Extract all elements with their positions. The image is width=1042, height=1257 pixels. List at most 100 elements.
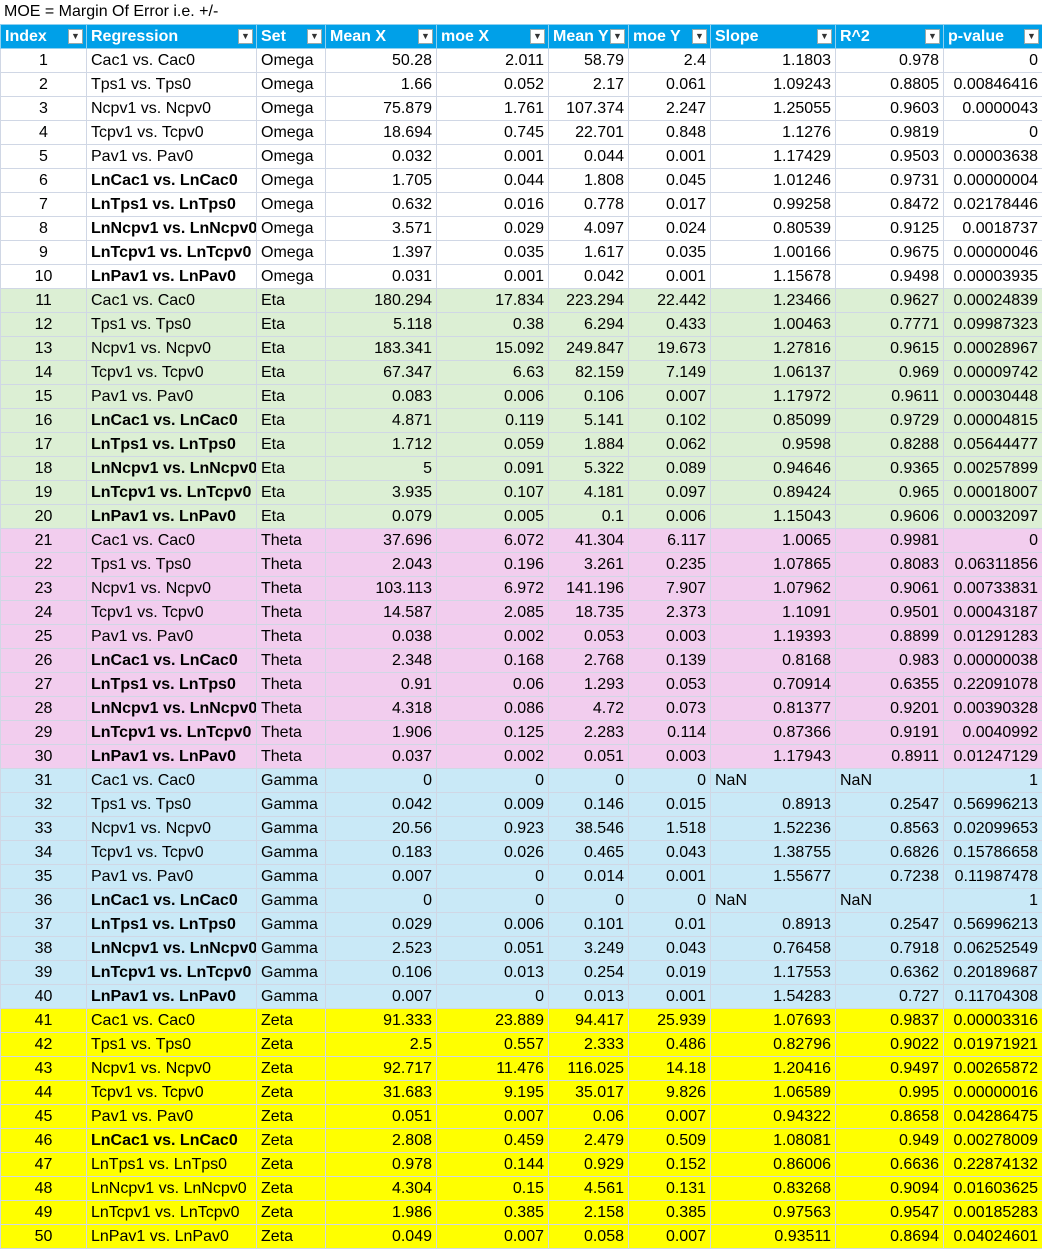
index-cell[interactable]: 24	[0, 600, 87, 625]
moe-y-cell[interactable]: 0.073	[628, 696, 711, 721]
p-value-cell[interactable]: 0.00265872	[943, 1056, 1042, 1081]
set-cell[interactable]: Gamma	[256, 984, 326, 1009]
p-value-cell[interactable]: 0.00003316	[943, 1008, 1042, 1033]
mean-y-cell[interactable]: 0.106	[548, 384, 629, 409]
r2-cell[interactable]: 0.9503	[835, 144, 944, 169]
mean-x-cell[interactable]: 20.56	[325, 816, 437, 841]
moe-y-cell[interactable]: 0.006	[628, 504, 711, 529]
moe-x-cell[interactable]: 1.761	[436, 96, 549, 121]
mean-x-cell[interactable]: 3.571	[325, 216, 437, 241]
slope-cell[interactable]: 0.93511	[710, 1224, 836, 1249]
r2-cell[interactable]: 0.978	[835, 48, 944, 73]
moe-y-cell[interactable]: 0.433	[628, 312, 711, 337]
mean-x-cell[interactable]: 2.808	[325, 1128, 437, 1153]
moe-y-cell[interactable]: 19.673	[628, 336, 711, 361]
r2-cell[interactable]: 0.8694	[835, 1224, 944, 1249]
mean-x-cell[interactable]: 0	[325, 888, 437, 913]
r2-cell[interactable]: 0.9497	[835, 1056, 944, 1081]
moe-x-cell[interactable]: 0.125	[436, 720, 549, 745]
r2-cell[interactable]: 0.7238	[835, 864, 944, 889]
slope-cell[interactable]: 0.94322	[710, 1104, 836, 1129]
slope-cell[interactable]: 1.17553	[710, 960, 836, 985]
mean-x-cell[interactable]: 37.696	[325, 528, 437, 553]
moe-y-cell[interactable]: 1.518	[628, 816, 711, 841]
moe-y-cell[interactable]: 0.001	[628, 864, 711, 889]
set-cell[interactable]: Theta	[256, 672, 326, 697]
r2-cell[interactable]: 0.9365	[835, 456, 944, 481]
col-header-moe-x[interactable]: moe X ▼	[436, 24, 549, 49]
set-cell[interactable]: Zeta	[256, 1008, 326, 1033]
regression-cell[interactable]: Tps1 vs. Tps0	[86, 792, 257, 817]
mean-x-cell[interactable]: 5.118	[325, 312, 437, 337]
moe-x-cell[interactable]: 0.557	[436, 1032, 549, 1057]
slope-cell[interactable]: 1.17943	[710, 744, 836, 769]
moe-x-cell[interactable]: 6.072	[436, 528, 549, 553]
mean-x-cell[interactable]: 2.5	[325, 1032, 437, 1057]
moe-note[interactable]: MOE = Margin Of Error i.e. +/-	[4, 3, 219, 20]
mean-y-cell[interactable]: 6.294	[548, 312, 629, 337]
p-value-cell[interactable]: 0.00278009	[943, 1128, 1042, 1153]
moe-y-cell[interactable]: 14.18	[628, 1056, 711, 1081]
p-value-cell[interactable]: 1	[943, 768, 1042, 793]
index-cell[interactable]: 36	[0, 888, 87, 913]
filter-dropdown-icon[interactable]: ▼	[530, 29, 545, 44]
mean-x-cell[interactable]: 0.079	[325, 504, 437, 529]
moe-y-cell[interactable]: 0.001	[628, 984, 711, 1009]
set-cell[interactable]: Gamma	[256, 960, 326, 985]
regression-cell[interactable]: LnTps1 vs. LnTps0	[86, 432, 257, 457]
mean-x-cell[interactable]: 0.032	[325, 144, 437, 169]
regression-cell[interactable]: Ncpv1 vs. Ncpv0	[86, 1056, 257, 1081]
r2-cell[interactable]: 0.6355	[835, 672, 944, 697]
mean-y-cell[interactable]: 2.158	[548, 1200, 629, 1225]
p-value-cell[interactable]: 0.06252549	[943, 936, 1042, 961]
mean-x-cell[interactable]: 0.037	[325, 744, 437, 769]
p-value-cell[interactable]: 0.00003638	[943, 144, 1042, 169]
slope-cell[interactable]: 1.23466	[710, 288, 836, 313]
mean-y-cell[interactable]: 38.546	[548, 816, 629, 841]
set-cell[interactable]: Omega	[256, 168, 326, 193]
mean-x-cell[interactable]: 2.348	[325, 648, 437, 673]
index-cell[interactable]: 31	[0, 768, 87, 793]
regression-cell[interactable]: Tcpv1 vs. Tcpv0	[86, 600, 257, 625]
regression-cell[interactable]: LnPav1 vs. LnPav0	[86, 504, 257, 529]
slope-cell[interactable]: 0.8913	[710, 912, 836, 937]
r2-cell[interactable]: 0.9731	[835, 168, 944, 193]
moe-y-cell[interactable]: 0.235	[628, 552, 711, 577]
moe-y-cell[interactable]: 0	[628, 888, 711, 913]
p-value-cell[interactable]: 0.00043187	[943, 600, 1042, 625]
index-cell[interactable]: 16	[0, 408, 87, 433]
r2-cell[interactable]: 0.7918	[835, 936, 944, 961]
mean-x-cell[interactable]: 0.038	[325, 624, 437, 649]
moe-x-cell[interactable]: 0.052	[436, 72, 549, 97]
set-cell[interactable]: Gamma	[256, 864, 326, 889]
regression-cell[interactable]: LnTps1 vs. LnTps0	[86, 192, 257, 217]
p-value-cell[interactable]: 0.56996213	[943, 792, 1042, 817]
col-header-p-value[interactable]: p-value ▼	[943, 24, 1042, 49]
mean-x-cell[interactable]: 1.66	[325, 72, 437, 97]
index-cell[interactable]: 10	[0, 264, 87, 289]
mean-y-cell[interactable]: 1.808	[548, 168, 629, 193]
mean-x-cell[interactable]: 75.879	[325, 96, 437, 121]
moe-y-cell[interactable]: 22.442	[628, 288, 711, 313]
set-cell[interactable]: Zeta	[256, 1176, 326, 1201]
r2-cell[interactable]: 0.9837	[835, 1008, 944, 1033]
p-value-cell[interactable]: 0.22874132	[943, 1152, 1042, 1177]
moe-x-cell[interactable]: 23.889	[436, 1008, 549, 1033]
moe-x-cell[interactable]: 11.476	[436, 1056, 549, 1081]
p-value-cell[interactable]: 0.00028967	[943, 336, 1042, 361]
r2-cell[interactable]: 0.995	[835, 1080, 944, 1105]
regression-cell[interactable]: LnNcpv1 vs. LnNcpv0	[86, 1176, 257, 1201]
slope-cell[interactable]: 1.15678	[710, 264, 836, 289]
regression-cell[interactable]: Tcpv1 vs. Tcpv0	[86, 840, 257, 865]
set-cell[interactable]: Gamma	[256, 888, 326, 913]
moe-y-cell[interactable]: 0.848	[628, 120, 711, 145]
p-value-cell[interactable]: 0.00032097	[943, 504, 1042, 529]
r2-cell[interactable]: 0.9627	[835, 288, 944, 313]
filter-dropdown-icon[interactable]: ▼	[418, 29, 433, 44]
index-cell[interactable]: 18	[0, 456, 87, 481]
moe-x-cell[interactable]: 2.011	[436, 48, 549, 73]
col-header-index[interactable]: Index ▼	[0, 24, 87, 49]
slope-cell[interactable]: 0.8913	[710, 792, 836, 817]
slope-cell[interactable]: 1.1091	[710, 600, 836, 625]
index-cell[interactable]: 47	[0, 1152, 87, 1177]
